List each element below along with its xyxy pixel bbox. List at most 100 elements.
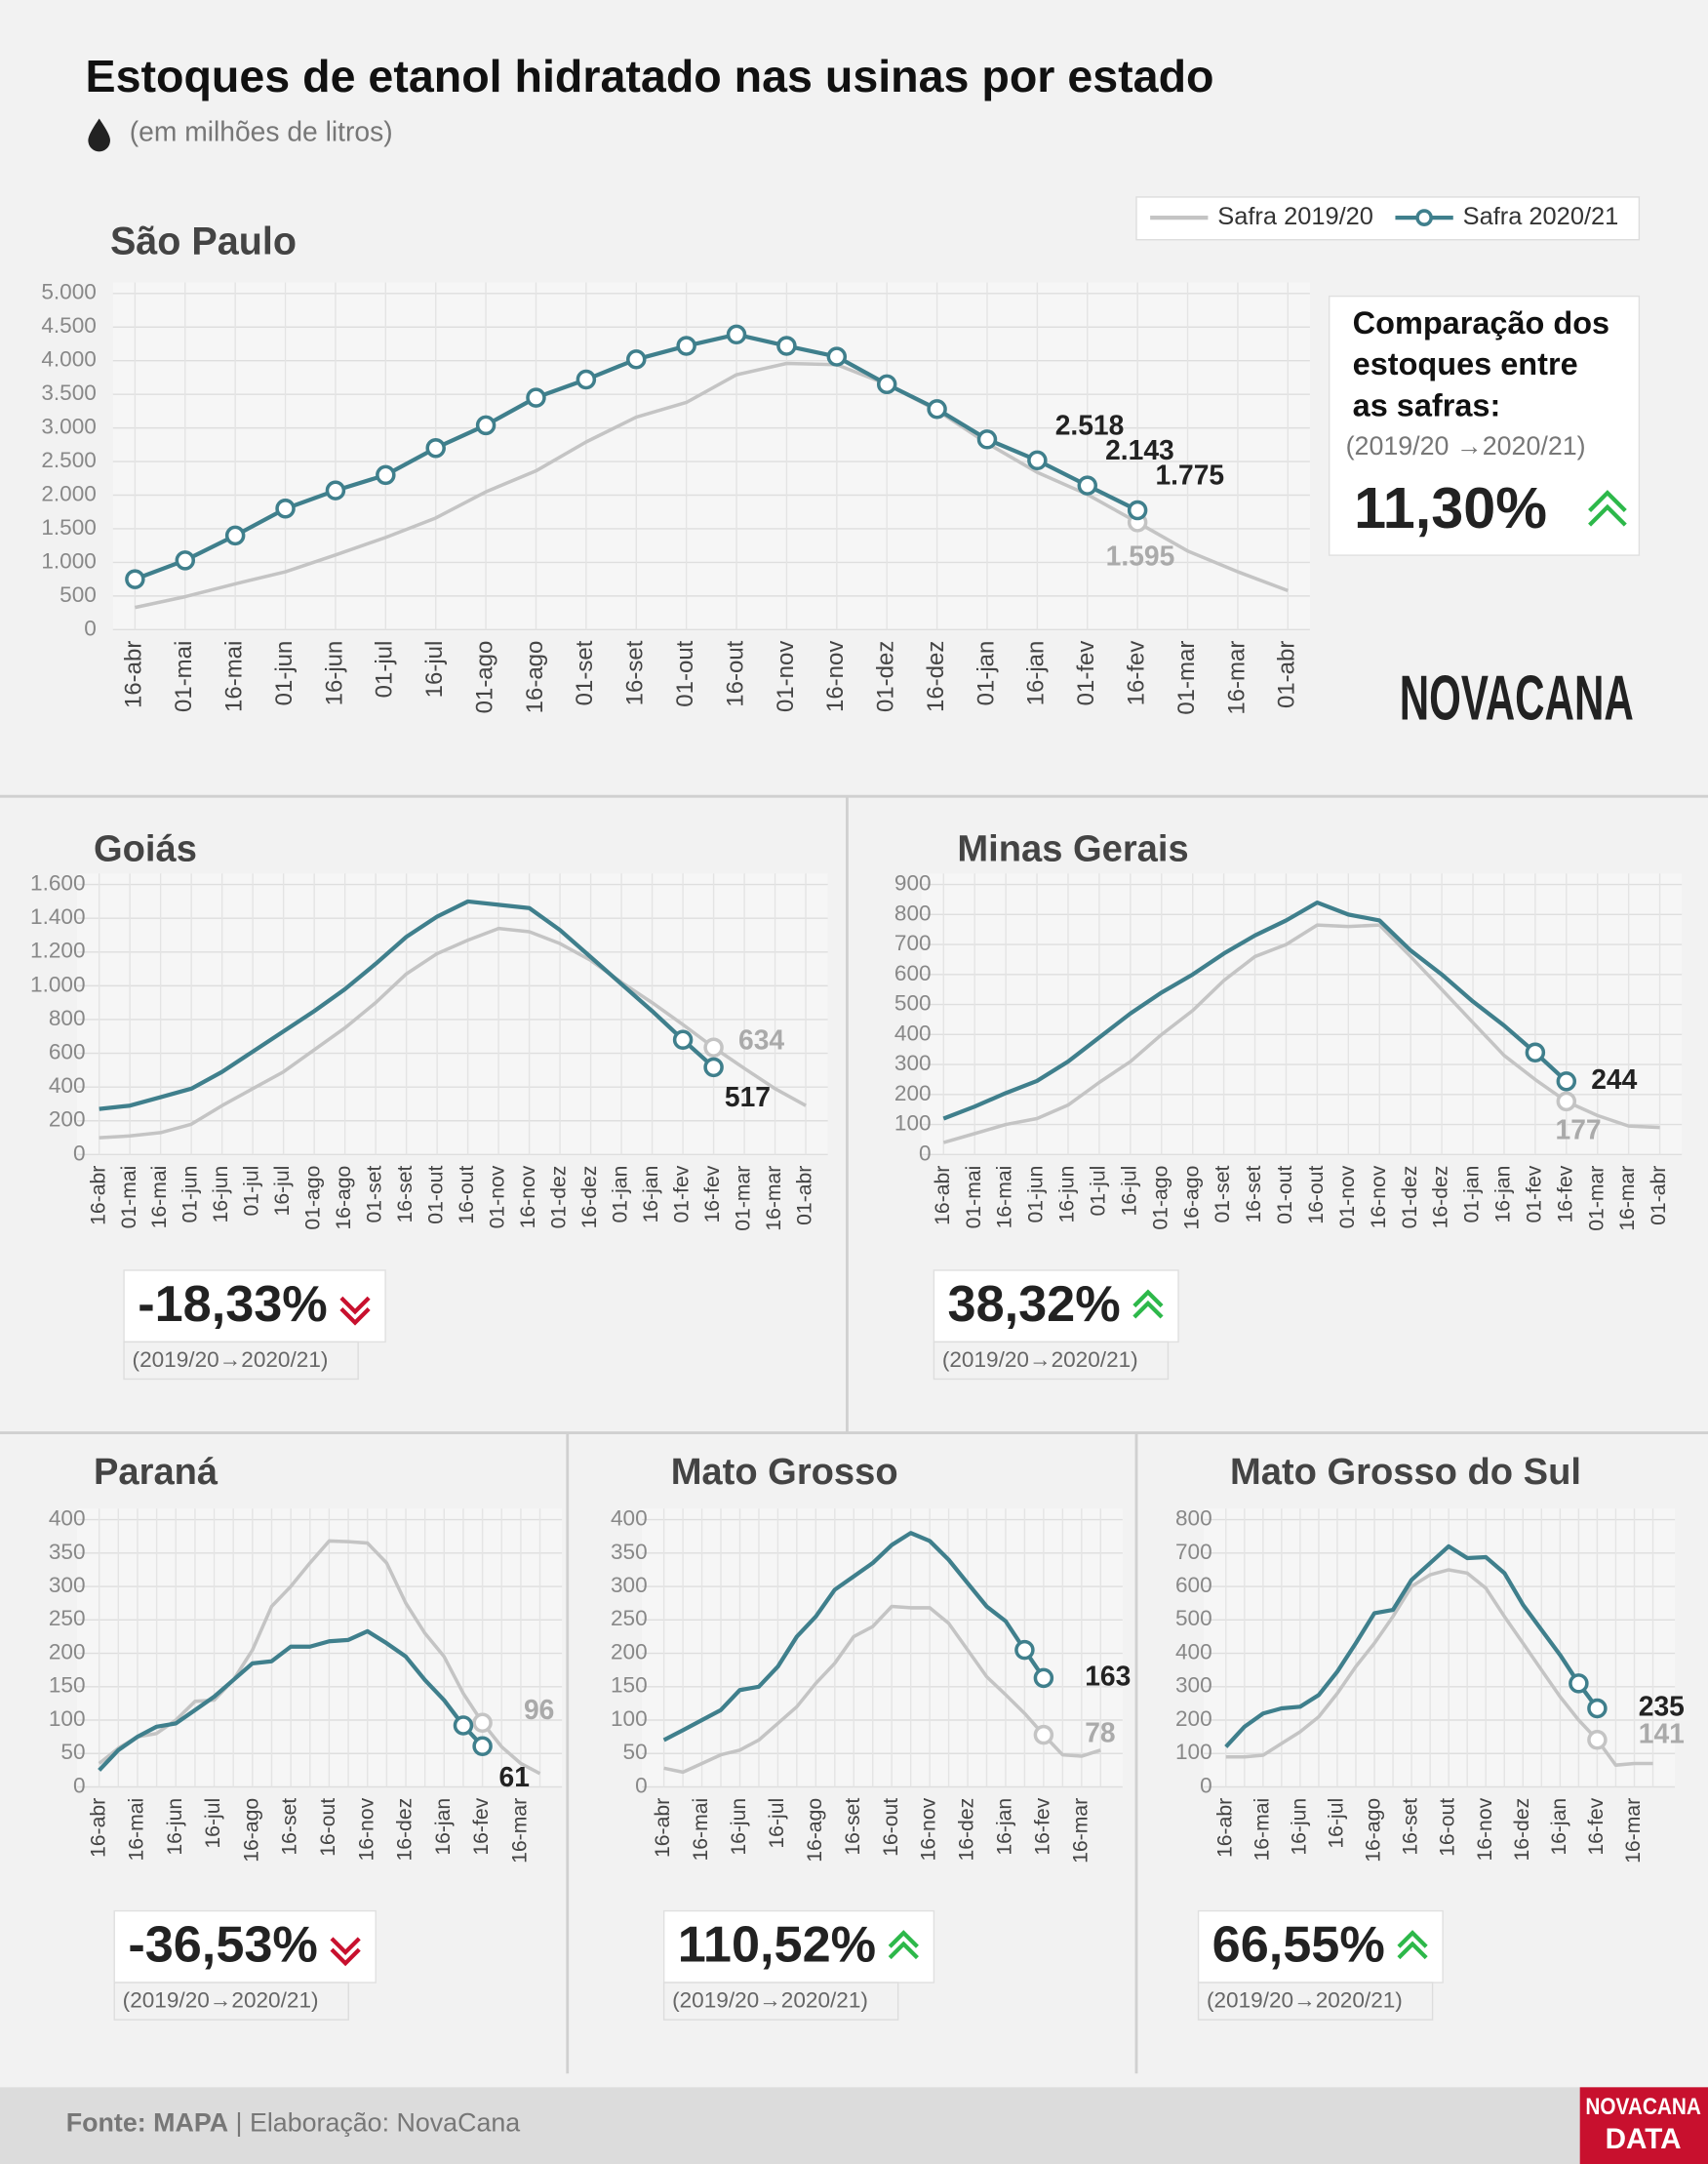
x-tick-label: 16-jun [321, 641, 347, 706]
series-line [98, 1628, 485, 1772]
x-tick-label: 01-dez [548, 1166, 571, 1229]
data-label: 1.775 [1155, 460, 1224, 491]
x-tick-label: 16-mai [148, 1166, 171, 1229]
y-tick-label: 200 [49, 1107, 86, 1132]
x-tick-label: 16-mar [763, 1166, 785, 1231]
point-marker [1033, 1667, 1054, 1689]
comparison-value: -36,53% [128, 1917, 318, 1974]
y-tick-label: 0 [635, 1773, 648, 1797]
x-tick-label: 01-fev [671, 1165, 694, 1222]
x-tick-label: 16-jan [1023, 641, 1050, 706]
y-tick-label: 50 [623, 1740, 648, 1764]
x-tick-label: 16-abr [1213, 1798, 1236, 1858]
x-tick-label: 01-ago [1149, 1166, 1172, 1230]
y-tick-label: 0 [84, 616, 97, 640]
point-marker [726, 324, 747, 345]
x-tick-label: 01-mai [963, 1166, 985, 1229]
footer-band [0, 2087, 1708, 2164]
x-tick-label: 16-mai [994, 1166, 1016, 1229]
y-tick-label: 300 [894, 1051, 932, 1075]
y-tick-label: 200 [611, 1639, 648, 1663]
x-tick-label: 16-jan [432, 1798, 455, 1856]
data-label: 1.595 [1106, 541, 1175, 572]
comparison-period: (2019/20 →2020/21) [1346, 431, 1586, 461]
point-marker [376, 464, 396, 486]
series-line [135, 361, 1289, 610]
x-tick-label: 16-ago [804, 1798, 826, 1863]
y-tick-label: 900 [894, 871, 932, 896]
drop-icon [88, 118, 110, 152]
legend-marker [1415, 209, 1433, 226]
x-tick-label: 01-jul [372, 641, 398, 699]
x-tick-label: 01-nov [487, 1165, 509, 1228]
x-tick-label: 01-out [425, 1166, 448, 1224]
x-tick-label: 16-jan [1548, 1798, 1570, 1856]
point-marker [325, 480, 346, 501]
y-tick-label: 100 [1175, 1740, 1212, 1764]
y-tick-label: 1.000 [41, 548, 97, 573]
y-tick-label: 250 [49, 1606, 86, 1630]
trend-arrow [1588, 503, 1627, 527]
y-tick-label: 250 [611, 1606, 648, 1630]
x-tick-label: 16-set [279, 1798, 301, 1856]
y-tick-label: 0 [73, 1141, 86, 1165]
y-tick-label: 400 [49, 1506, 86, 1531]
y-tick-label: 600 [49, 1040, 86, 1064]
y-tick-label: 500 [894, 991, 932, 1016]
y-tick-label: 50 [60, 1740, 85, 1764]
y-tick-label: 1.000 [30, 972, 86, 996]
comparison-value: 110,52% [678, 1917, 876, 1974]
x-tick-label: 16-dez [394, 1798, 417, 1862]
x-tick-label: 16-fev [470, 1797, 493, 1855]
x-tick-label: 16-jul [766, 1798, 788, 1849]
trend-arrow [888, 1930, 919, 1948]
point-marker [576, 369, 597, 390]
x-tick-label: 16-set [1243, 1166, 1265, 1223]
x-tick-label: 16-mai [1251, 1798, 1273, 1862]
point-marker [776, 336, 797, 356]
series-line [1224, 1543, 1600, 1748]
x-tick-label: 01-fev [1073, 641, 1099, 706]
y-tick-label: 300 [49, 1573, 86, 1597]
point-marker [224, 525, 246, 546]
x-tick-label: 16-jul [1118, 1166, 1140, 1217]
y-tick-label: 100 [49, 1706, 86, 1731]
x-tick-label: 01-fev [1523, 1165, 1545, 1222]
x-tick-label: 01-dez [873, 641, 899, 712]
comparison-period: (2019/20→2020/21) [123, 1988, 319, 2013]
point-marker [275, 499, 296, 519]
x-tick-label: 16-mar [1616, 1166, 1639, 1231]
comparison-box [662, 1909, 935, 1984]
comparison-box [933, 1269, 1179, 1343]
x-tick-label: 16-jul [271, 1166, 294, 1217]
chart-title: Mato Grosso do Sul [1230, 1451, 1581, 1493]
y-tick-label: 4.000 [41, 347, 97, 372]
x-tick-label: 16-abr [121, 641, 147, 708]
y-tick-label: 200 [1175, 1706, 1212, 1731]
comparison-heading: estoques entre [1353, 346, 1578, 381]
plot-area [77, 873, 828, 1155]
point-marker [472, 1712, 493, 1733]
point-marker [472, 1736, 493, 1756]
x-tick-label: 16-nov [1474, 1797, 1496, 1861]
x-tick-label: 01-jun [179, 1166, 202, 1223]
period-box [113, 1982, 349, 2021]
x-tick-label: 16-fev [1554, 1165, 1576, 1222]
point-marker [1587, 1729, 1608, 1750]
point-marker [876, 374, 897, 395]
point-marker [1027, 450, 1048, 471]
y-tick-label: 350 [611, 1540, 648, 1564]
trend-arrow [1588, 490, 1627, 512]
x-tick-label: 01-nov [773, 641, 799, 712]
data-label: 96 [524, 1694, 554, 1725]
x-tick-label: 16-out [1437, 1798, 1459, 1857]
x-tick-label: 16-jun [210, 1166, 232, 1223]
x-tick-label: 16-dez [578, 1166, 601, 1229]
y-tick-label: 0 [73, 1773, 86, 1797]
data-label: 517 [725, 1081, 771, 1112]
y-tick-label: 200 [49, 1639, 86, 1663]
x-tick-label: 01-mar [1173, 641, 1200, 715]
x-tick-label: 16-jan [640, 1166, 662, 1223]
data-label: 163 [1085, 1660, 1131, 1691]
